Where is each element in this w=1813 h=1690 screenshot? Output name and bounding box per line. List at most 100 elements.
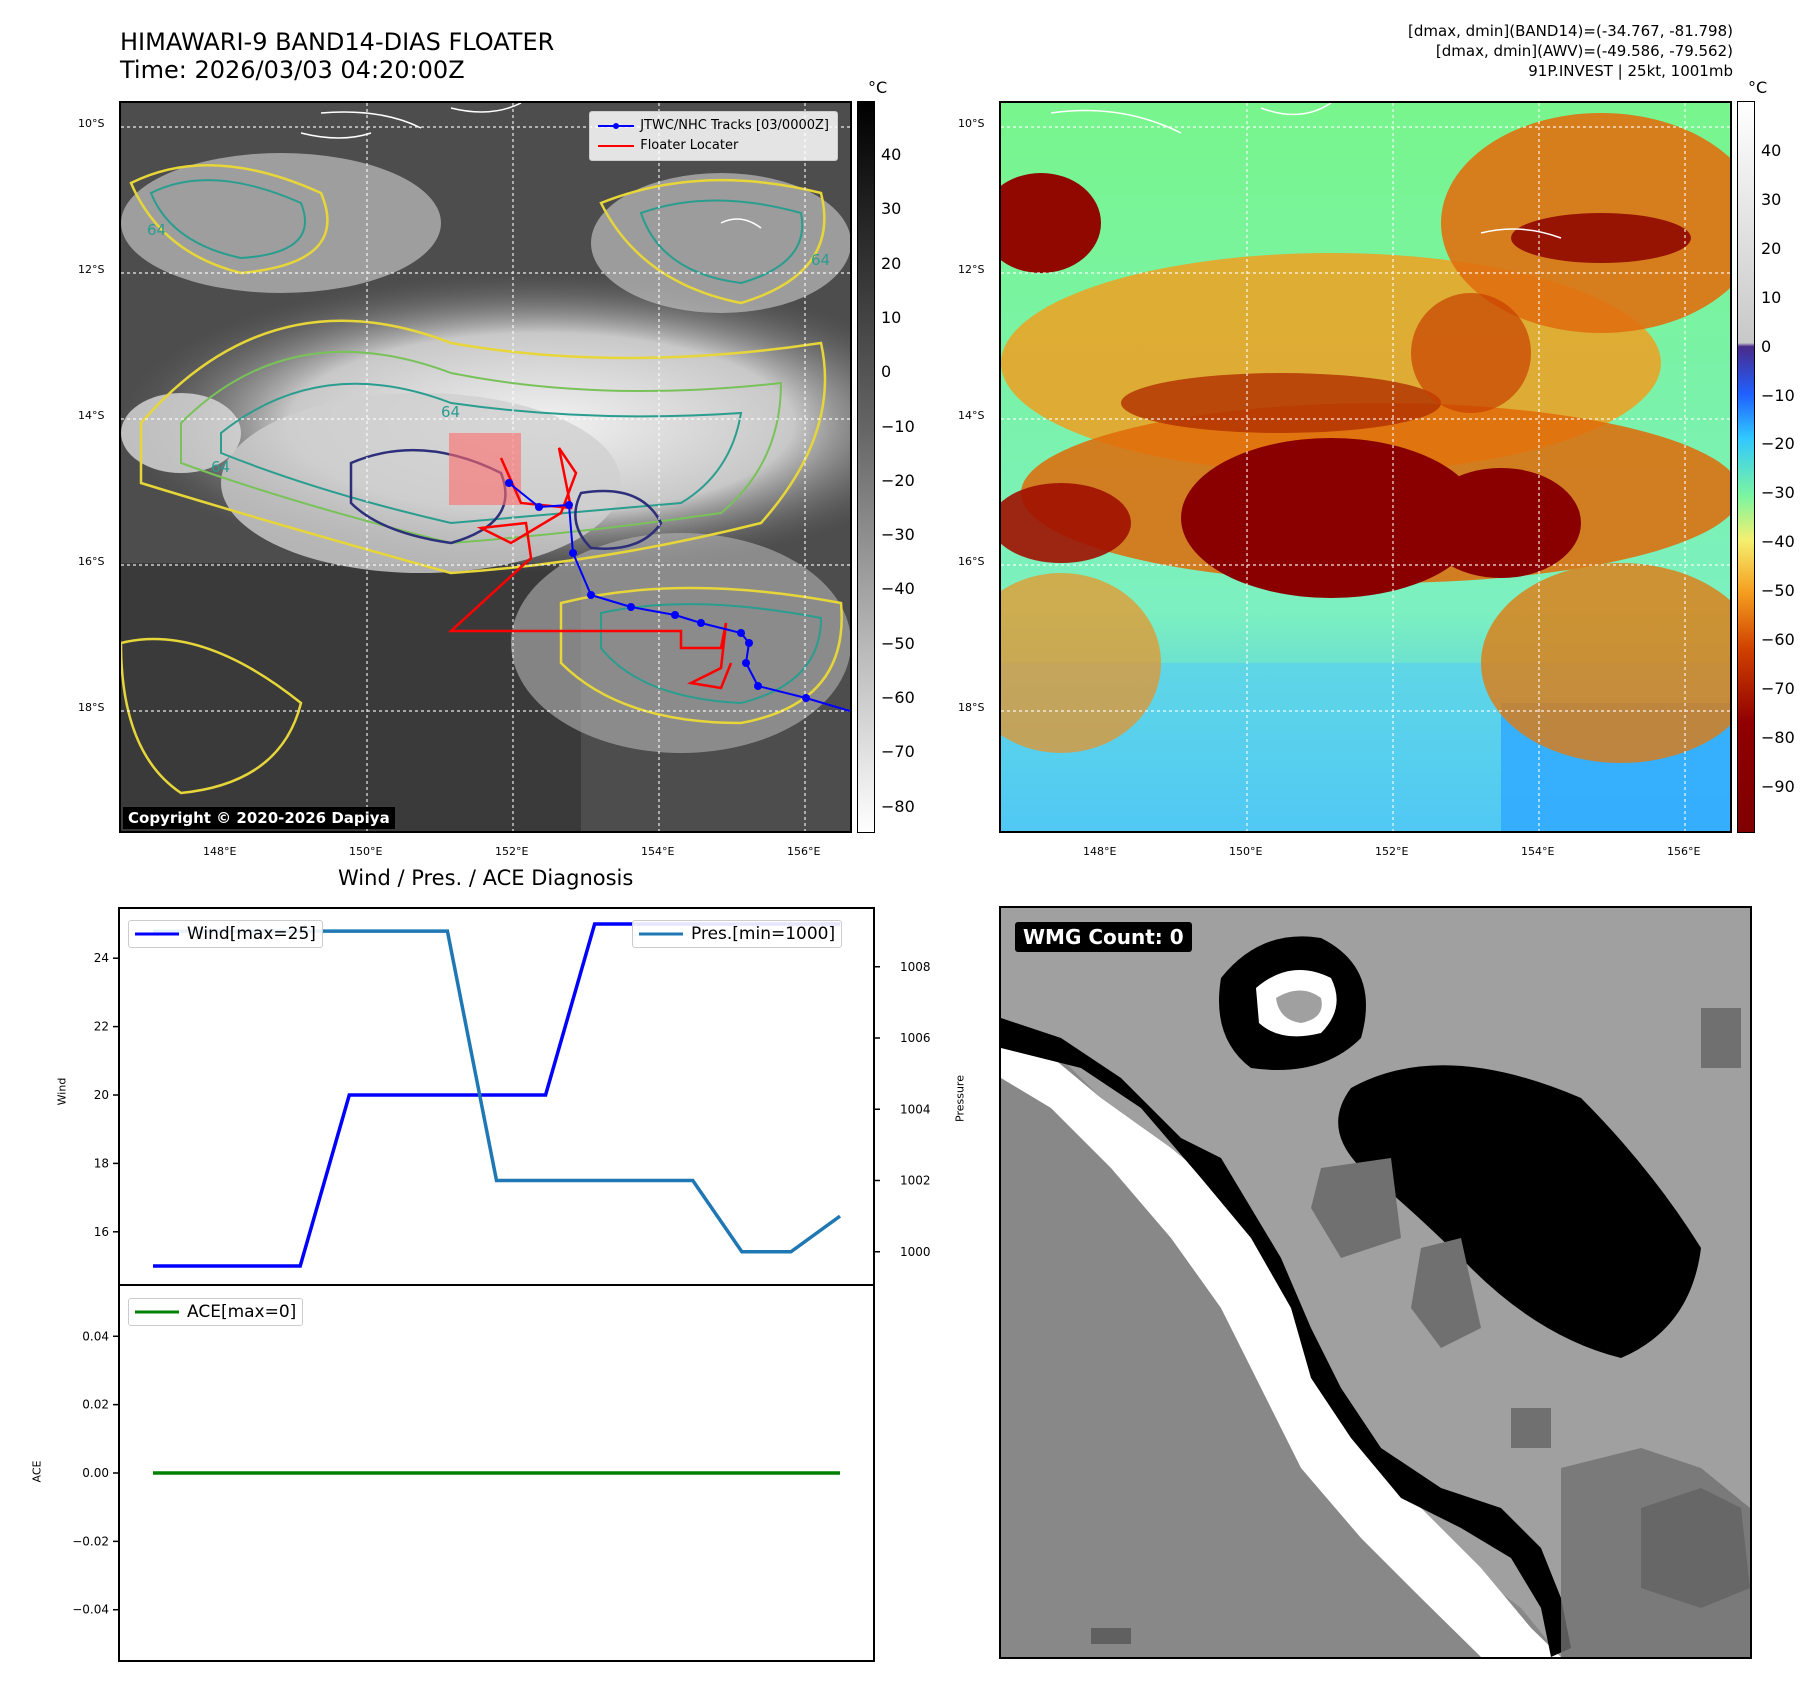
pressure-series-line xyxy=(153,929,842,1254)
diagnosis-title: Wind / Pres. / ACE Diagnosis xyxy=(338,866,634,890)
pressure-tick-label: 1000 xyxy=(900,1245,931,1259)
awv-colorbar-tick: −90 xyxy=(1761,776,1795,796)
jtwc-track-line xyxy=(508,482,850,712)
awv-colorbar-tick: −30 xyxy=(1761,483,1795,503)
lon-label: 156°E xyxy=(1667,845,1701,858)
wind-tick-label: 16 xyxy=(94,1225,109,1239)
lon-label: 148°E xyxy=(1083,845,1117,858)
wind-legend: Wind[max=25] xyxy=(128,920,323,948)
pressure-tick-label: 1006 xyxy=(900,1031,931,1045)
floater-box xyxy=(449,433,521,505)
ir-colorbar-tick: −20 xyxy=(881,470,915,490)
lat-label: 16°S xyxy=(958,555,985,568)
map-legend: JTWC/NHC Tracks [03/0000Z] Floater Locat… xyxy=(589,111,838,161)
lat-label: 16°S xyxy=(78,555,105,568)
pressure-axis-label: Pressure xyxy=(953,1075,967,1122)
wind-tick-label: 18 xyxy=(94,1156,109,1170)
contour-label: 64 xyxy=(441,403,461,421)
floater-locater-path xyxy=(447,447,733,690)
awv-colorbar-tick: −40 xyxy=(1761,532,1795,552)
contour-label: 64 xyxy=(211,458,231,476)
wind-tick-label: 22 xyxy=(94,1020,109,1034)
legend-locater-swatch xyxy=(598,145,635,147)
wind-legend-swatch xyxy=(135,932,179,936)
info-storm: 91P.INVEST | 25kt, 1001mb xyxy=(1528,62,1733,80)
awv-colorbar-unit: °C xyxy=(1748,78,1768,97)
awv-colorbar-tick: −10 xyxy=(1761,385,1795,405)
ir-colorbar-tick: 20 xyxy=(881,253,902,273)
pressure-legend: Pres.[min=1000] xyxy=(632,920,843,948)
ir-colorbar-tick: −40 xyxy=(881,579,915,599)
contour-label: 64 xyxy=(811,251,831,269)
figure-title: HIMAWARI-9 BAND14-DIAS FLOATER xyxy=(120,28,555,56)
lon-label: 154°E xyxy=(641,845,675,858)
info-band14: [dmax, dmin](BAND14)=(-34.767, -81.798) xyxy=(1408,22,1733,40)
lat-label: 18°S xyxy=(958,701,985,714)
pressure-tick-label: 1002 xyxy=(900,1174,931,1188)
ir-colorbar-tick: −70 xyxy=(881,742,915,762)
awv-map-panel xyxy=(999,101,1732,833)
pressure-tick-label: 1008 xyxy=(900,960,931,974)
ir-colorbar-tick: 0 xyxy=(881,362,892,382)
awv-map-image xyxy=(1001,103,1730,831)
awv-colorbar-tick: −60 xyxy=(1761,630,1795,649)
ir-colorbar-tick: 30 xyxy=(881,199,902,219)
ir-colorbar-tick: −80 xyxy=(881,796,915,816)
wind-pres-axes-frame xyxy=(118,907,875,1286)
lat-label: 12°S xyxy=(78,263,105,276)
wind-tick-label: 20 xyxy=(94,1088,109,1102)
wmg-panel: WMG Count: 0 xyxy=(999,906,1752,1659)
pressure-legend-label: Pres.[min=1000] xyxy=(691,924,836,944)
awv-colorbar-tick: −70 xyxy=(1761,678,1795,698)
ace-axis-label: ACE xyxy=(30,1460,44,1483)
ir-colorbar-tick: −30 xyxy=(881,525,915,545)
ace-legend: ACE[max=0] xyxy=(128,1298,304,1326)
copyright-label: Copyright © 2020-2026 Dapiya xyxy=(123,807,395,829)
awv-colorbar-tick: 20 xyxy=(1761,238,1782,258)
awv-colorbar-tick: 40 xyxy=(1761,141,1782,160)
wmg-count-label: WMG Count: 0 xyxy=(1015,922,1192,952)
ace-tick-label: −0.04 xyxy=(72,1603,109,1617)
lat-label: 10°S xyxy=(958,117,985,130)
lon-label: 150°E xyxy=(349,845,383,858)
ace-tick-label: −0.02 xyxy=(72,1534,109,1548)
ace-tick-label: 0.00 xyxy=(82,1466,109,1480)
lat-label: 14°S xyxy=(78,409,105,422)
awv-colorbar xyxy=(1737,101,1755,833)
wmg-image xyxy=(1001,908,1750,1657)
ir-map-panel: 64 64 64 64 JTWC/NHC Tracks [03/0000Z] F… xyxy=(119,101,852,833)
contour-label: 64 xyxy=(147,221,167,239)
jtwc-track-points xyxy=(505,479,810,702)
info-awv: [dmax, dmin](AWV)=(-49.586, -79.562) xyxy=(1435,42,1733,60)
lat-label: 10°S xyxy=(78,117,105,130)
wind-tick-label: 24 xyxy=(94,951,109,965)
ir-colorbar-tick: 10 xyxy=(881,307,902,327)
ace-tick-label: 0.02 xyxy=(82,1398,109,1412)
awv-colorbar-tick: −50 xyxy=(1761,581,1795,601)
ace-tick-label: 0.04 xyxy=(82,1329,109,1343)
lat-label: 12°S xyxy=(958,263,985,276)
ir-colorbar-unit: °C xyxy=(868,78,888,97)
awv-colorbar-tick: 30 xyxy=(1761,189,1782,209)
figure-time: Time: 2026/03/03 04:20:00Z xyxy=(120,56,465,84)
ir-map-image xyxy=(121,103,850,831)
pressure-legend-swatch xyxy=(639,932,683,936)
awv-colorbar-tick: 10 xyxy=(1761,287,1782,307)
ir-colorbar-tick: −50 xyxy=(881,633,915,653)
wind-series-line xyxy=(153,922,840,1268)
wind-legend-label: Wind[max=25] xyxy=(187,924,316,944)
ace-axes-frame xyxy=(118,1284,875,1662)
awv-colorbar-tick: 0 xyxy=(1761,336,1772,356)
lon-label: 152°E xyxy=(495,845,529,858)
lon-label: 156°E xyxy=(787,845,821,858)
lat-label: 18°S xyxy=(78,701,105,714)
legend-track-swatch xyxy=(598,123,635,129)
pressure-tick-label: 1004 xyxy=(900,1102,931,1116)
ace-legend-swatch xyxy=(135,1310,179,1314)
ir-colorbar-tick: −60 xyxy=(881,688,915,707)
awv-colorbar-tick: −80 xyxy=(1761,727,1795,747)
ir-colorbar-tick: 40 xyxy=(881,145,902,164)
legend-locater-label: Floater Locater xyxy=(640,138,739,153)
wind-axis-label: Wind xyxy=(55,1077,69,1106)
ir-colorbar-tick: −10 xyxy=(881,416,915,436)
